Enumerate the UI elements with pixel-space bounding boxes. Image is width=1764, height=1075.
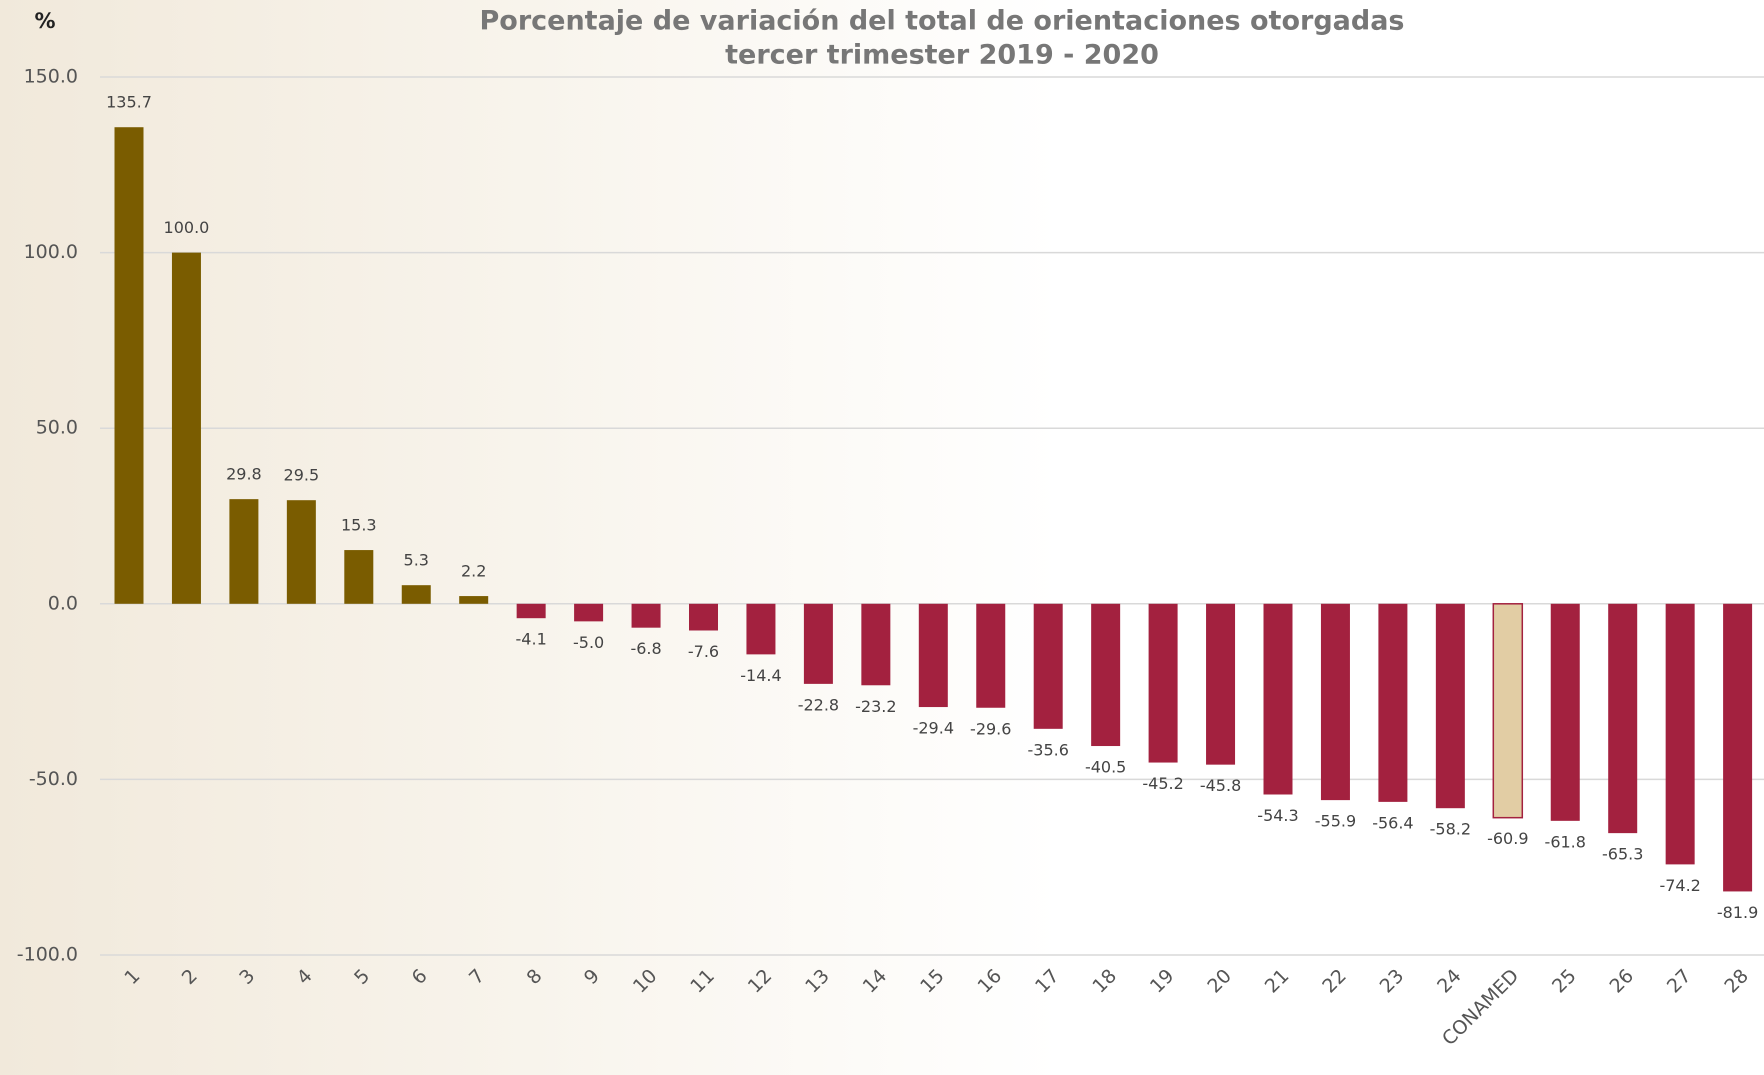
value-label: -65.3: [1602, 845, 1643, 864]
bar: [1551, 604, 1580, 821]
y-tick-label: 150.0: [24, 66, 78, 88]
x-tick-label: 28: [1720, 965, 1753, 998]
value-label: -14.4: [740, 666, 781, 685]
bar: [919, 604, 948, 707]
x-tick-label: 23: [1376, 965, 1409, 998]
bar: [804, 604, 833, 684]
bar: [459, 596, 488, 604]
value-label: 29.8: [226, 465, 262, 484]
x-tick-label: 17: [1031, 965, 1064, 998]
bar: [574, 604, 603, 622]
y-tick-label: 0.0: [48, 592, 78, 614]
bar: [632, 604, 661, 628]
x-tick-label: 16: [974, 965, 1007, 998]
y-tick-label: 100.0: [24, 241, 78, 263]
bar: [287, 500, 316, 604]
x-tick-label: 4: [293, 965, 317, 989]
x-tick-label: 6: [408, 965, 432, 989]
x-tick-label: 15: [916, 965, 949, 998]
x-tick-label: 19: [1146, 965, 1179, 998]
bar: [1149, 604, 1178, 763]
x-tick-label: 14: [859, 965, 892, 998]
value-label: 15.3: [341, 516, 377, 535]
value-label: 29.5: [284, 466, 320, 485]
value-label: -7.6: [688, 642, 719, 661]
value-label: -55.9: [1315, 812, 1356, 831]
bar: [746, 604, 775, 655]
value-label: -22.8: [798, 695, 839, 714]
value-label: -45.8: [1200, 776, 1241, 795]
value-label: -4.1: [516, 630, 547, 649]
bar: [1378, 604, 1407, 802]
value-label: -58.2: [1430, 820, 1471, 839]
bar: [1034, 604, 1063, 729]
value-label: 5.3: [404, 551, 429, 570]
value-label: -5.0: [573, 633, 604, 652]
x-tick-label: 9: [580, 965, 604, 989]
bar: [517, 604, 546, 618]
value-label: -56.4: [1372, 813, 1413, 832]
bar: [402, 585, 431, 604]
x-tick-label: 12: [744, 965, 777, 998]
bar: [1321, 604, 1350, 800]
bar: [115, 127, 144, 604]
value-label: 100.0: [164, 218, 210, 237]
value-label: -35.6: [1027, 740, 1068, 759]
x-tick-label: 7: [465, 965, 489, 989]
y-tick-label: 50.0: [36, 417, 78, 439]
value-label: -61.8: [1545, 832, 1586, 851]
x-tick-label: 5: [350, 965, 374, 989]
y-tick-label: -100.0: [17, 944, 78, 966]
value-label: -29.6: [970, 719, 1011, 738]
value-label: -40.5: [1085, 758, 1126, 777]
bar: [689, 604, 718, 631]
x-tick-label: 22: [1318, 965, 1351, 998]
x-tick-label: 8: [522, 965, 546, 989]
bar: [1436, 604, 1465, 808]
x-tick-label: 10: [629, 965, 662, 998]
value-label: -60.9: [1487, 829, 1528, 848]
chart-title: Porcentaje de variación del total de ori…: [479, 6, 1404, 37]
value-label: -74.2: [1659, 876, 1700, 895]
bar: [1723, 604, 1752, 892]
bar: [1264, 604, 1293, 795]
x-tick-label: 13: [801, 965, 834, 998]
bar: [1608, 604, 1637, 833]
value-label: 2.2: [461, 562, 486, 581]
x-tick-label: 25: [1548, 965, 1581, 998]
y-tick-label: -50.0: [29, 768, 78, 790]
x-tick-label: 21: [1261, 965, 1294, 998]
value-label: 135.7: [106, 93, 152, 112]
x-tick-label: 2: [178, 965, 202, 989]
bar: [1206, 604, 1235, 765]
x-tick-label: 11: [686, 965, 719, 998]
chart-subtitle: tercer trimester 2019 - 2020: [725, 40, 1159, 71]
bar: [229, 499, 258, 604]
x-tick-label: 24: [1433, 965, 1466, 998]
x-tick-label: 20: [1203, 965, 1236, 998]
bar: [976, 604, 1005, 708]
bar: [344, 550, 373, 604]
x-tick-label: 27: [1663, 965, 1696, 998]
x-tick-label: 3: [235, 965, 259, 989]
value-label: -23.2: [855, 697, 896, 716]
bar: [861, 604, 890, 685]
value-label: -29.4: [913, 719, 954, 738]
x-tick-label: 18: [1088, 965, 1121, 998]
bar: [1091, 604, 1120, 746]
bar: [172, 253, 201, 604]
x-tick-label: 26: [1605, 965, 1638, 998]
y-axis-label: %: [34, 9, 55, 33]
value-label: -45.2: [1142, 774, 1183, 793]
value-label: -81.9: [1717, 903, 1758, 922]
x-tick-label: 1: [120, 965, 144, 989]
value-label: -6.8: [630, 639, 661, 658]
value-label: -54.3: [1257, 806, 1298, 825]
chart: Porcentaje de variación del total de ori…: [0, 0, 1764, 1075]
bar: [1493, 604, 1522, 818]
bar: [1666, 604, 1695, 865]
